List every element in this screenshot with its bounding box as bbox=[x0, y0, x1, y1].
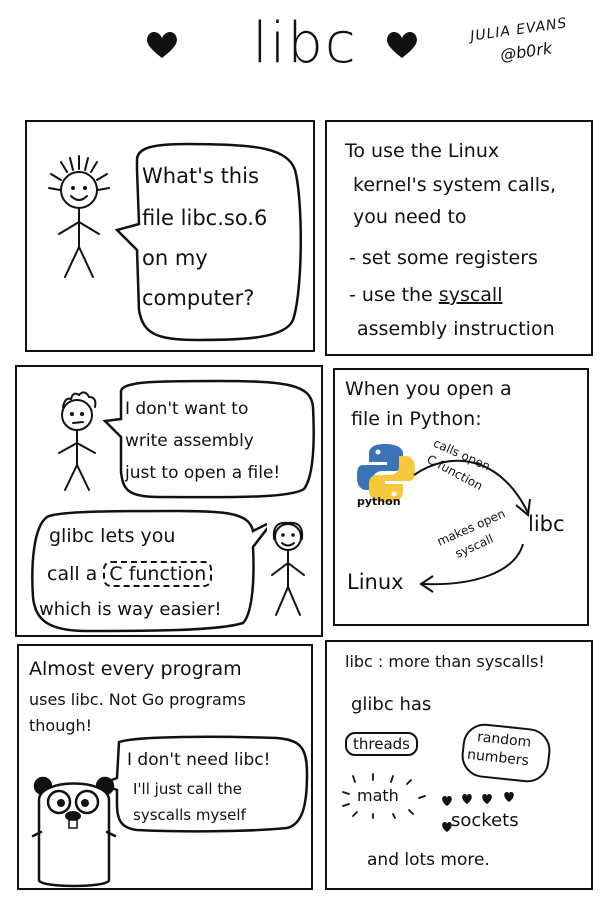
panel-3: I don't want to write assembly just to o… bbox=[15, 365, 323, 637]
panel-5-line-2: uses libc. Not Go programs bbox=[29, 690, 246, 709]
panel-2-line-1: To use the Linux bbox=[345, 140, 500, 162]
panel-2-line-5-prefix: - use the bbox=[349, 284, 439, 306]
panel-5-line-3: though! bbox=[29, 716, 93, 735]
stick-figure-spiky-hair bbox=[48, 155, 110, 278]
syscall-word: syscall bbox=[438, 284, 503, 306]
panel-5: Almost every program uses libc. Not Go p… bbox=[17, 644, 313, 890]
stick-figure-curly-hair bbox=[58, 391, 97, 491]
c-function-highlight: C function bbox=[103, 561, 213, 587]
panel-1-speech-line-2: file libc.so.6 bbox=[142, 206, 268, 230]
panel-6-footer: and lots more. bbox=[367, 850, 490, 870]
heart-left-icon bbox=[147, 32, 177, 58]
panel-6: libc : more than syscalls! glibc has thr… bbox=[325, 640, 593, 890]
panel-3-speech1-line-1: I don't want to bbox=[125, 399, 249, 419]
panel-1-speech-line-1: What's this bbox=[142, 164, 259, 188]
libc-label: libc bbox=[528, 512, 565, 536]
panel-3-speech2-line-3: which is way easier! bbox=[39, 599, 222, 620]
author-name: JULIA EVANS bbox=[469, 15, 569, 45]
panel-3-speech1-line-3: just to open a file! bbox=[125, 463, 281, 483]
speech-bubble-3b bbox=[31, 509, 267, 633]
speech-bubble-3a bbox=[102, 379, 315, 499]
threads-label: threads bbox=[345, 732, 418, 756]
page-title: libc bbox=[252, 11, 358, 76]
python-logo-icon bbox=[357, 444, 415, 502]
panel-5-line-1: Almost every program bbox=[29, 658, 242, 680]
panel-1-speech-line-3: on my bbox=[142, 246, 208, 270]
panel-2-line-6: assembly instruction bbox=[357, 318, 555, 340]
panel-2-line-5: - use the syscall bbox=[349, 284, 503, 306]
stick-figure-long-hair bbox=[271, 521, 305, 616]
go-gopher-icon bbox=[31, 776, 117, 888]
heart-right-icon bbox=[387, 32, 417, 58]
panel-6-subtitle: glibc has bbox=[351, 694, 432, 715]
header: libc JULIA EVANS @b0rk bbox=[0, 0, 600, 110]
hearts-cluster-icon bbox=[442, 792, 514, 832]
panel-4-line-1: When you open a bbox=[345, 378, 512, 400]
panel-6-title: libc : more than syscalls! bbox=[345, 652, 545, 671]
python-label: python bbox=[357, 495, 401, 508]
panel-2-line-3: you need to bbox=[353, 206, 467, 228]
panel-3-speech2-prefix: call a bbox=[47, 563, 98, 585]
arrow-python-to-libc bbox=[413, 459, 531, 517]
speech-bubble-5 bbox=[97, 735, 309, 833]
panel-4: When you open a file in Python: python c… bbox=[333, 368, 589, 626]
arrow-libc-to-linux bbox=[419, 543, 524, 593]
math-sparkle-icon bbox=[342, 773, 426, 819]
panel-3-speech1-line-2: write assembly bbox=[125, 431, 254, 451]
linux-label: Linux bbox=[347, 570, 404, 594]
panel-1: What's this file libc.so.6 on my compute… bbox=[25, 120, 315, 352]
author-handle: @b0rk bbox=[498, 38, 554, 65]
panel-2: To use the Linux kernel's system calls, … bbox=[325, 120, 593, 356]
sockets-label: sockets bbox=[451, 810, 519, 831]
panel-3-speech2-line-2: call a C function bbox=[47, 561, 213, 587]
panel-4-line-2: file in Python: bbox=[351, 408, 482, 430]
panel-2-line-4: - set some registers bbox=[349, 247, 538, 269]
panel-2-line-2: kernel's system calls, bbox=[353, 174, 556, 196]
panel-5-speech-line-3: syscalls myself bbox=[133, 806, 246, 824]
panel-1-speech-line-4: computer? bbox=[142, 286, 255, 310]
speech-bubble-1 bbox=[114, 142, 303, 342]
panel-5-speech-line-1: I don't need libc! bbox=[127, 750, 271, 770]
panel-5-speech-line-2: I'll just call the bbox=[133, 780, 242, 798]
math-label: math bbox=[357, 786, 399, 805]
panel-3-speech2-line-1: glibc lets you bbox=[49, 525, 176, 547]
